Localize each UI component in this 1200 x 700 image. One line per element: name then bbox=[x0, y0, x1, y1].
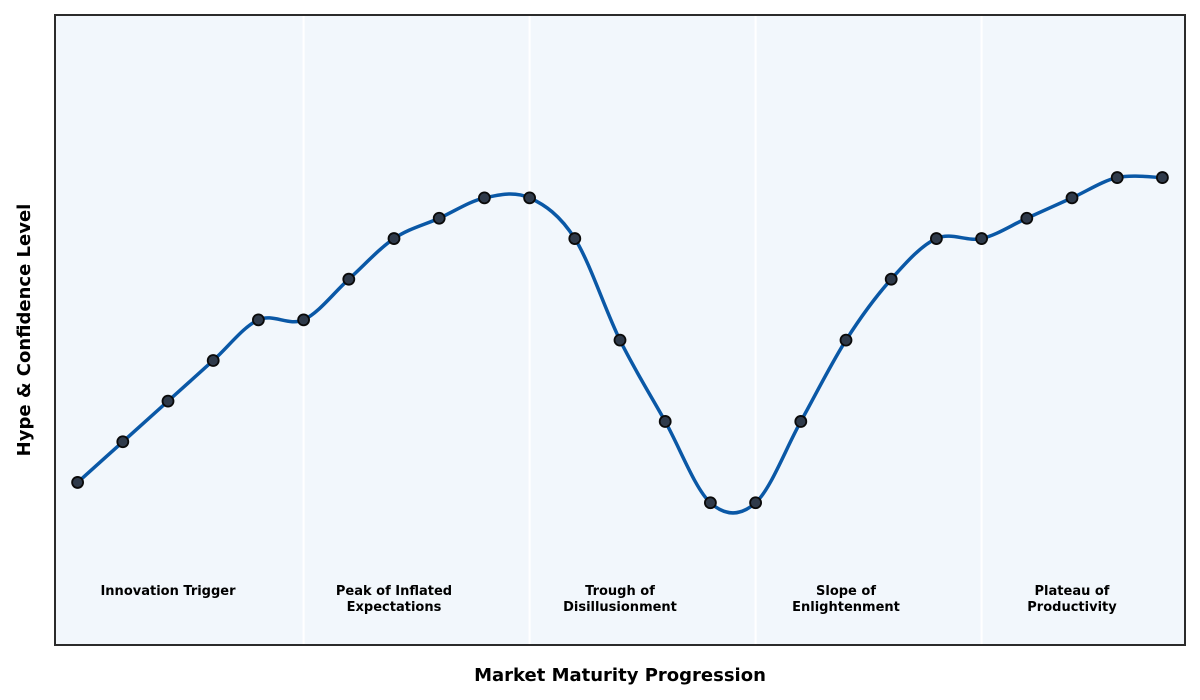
phase-label: Innovation Trigger bbox=[100, 584, 236, 599]
data-point bbox=[206, 354, 220, 367]
data-point bbox=[1110, 171, 1124, 184]
data-point bbox=[749, 496, 762, 510]
phase-label-line: Innovation Trigger bbox=[100, 584, 236, 599]
phase-dividers bbox=[302, 15, 983, 645]
phase-label-line: Expectations bbox=[347, 600, 442, 615]
data-point bbox=[297, 313, 311, 327]
data-point bbox=[1020, 211, 1034, 225]
data-point bbox=[477, 191, 491, 205]
data-point bbox=[1065, 191, 1079, 205]
data-point bbox=[161, 394, 175, 408]
plot-frame bbox=[54, 14, 1186, 646]
data-point bbox=[387, 232, 401, 245]
phase-label: Peak of Inflated Expectations bbox=[336, 584, 452, 615]
data-point bbox=[884, 272, 898, 286]
data-point bbox=[432, 211, 446, 225]
data-point bbox=[523, 191, 536, 205]
data-point bbox=[1156, 171, 1169, 184]
phase-labels: Innovation Trigger Peak of Inflated Expect… bbox=[100, 584, 1117, 615]
data-point bbox=[658, 415, 672, 428]
data-point bbox=[568, 232, 582, 245]
plot-background bbox=[55, 15, 1185, 645]
data-point bbox=[116, 435, 130, 449]
x-axis-label: Market Maturity Progression bbox=[474, 665, 766, 686]
data-point bbox=[839, 333, 853, 347]
y-axis-label: Hype & Confidence Level bbox=[14, 204, 35, 457]
phase-label: Trough of Disillusionment bbox=[563, 584, 677, 615]
data-markers bbox=[71, 171, 1169, 510]
phase-label-line: Enlightenment bbox=[792, 600, 900, 615]
phase-label-line: Trough of bbox=[585, 584, 655, 599]
phase-label-line: Slope of bbox=[816, 584, 876, 599]
phase-label-line: Plateau of bbox=[1035, 584, 1110, 599]
data-point bbox=[794, 415, 808, 428]
phase-label-line: Peak of Inflated bbox=[336, 584, 452, 599]
phase-label: Slope of Enlightenment bbox=[792, 584, 900, 615]
data-point bbox=[704, 496, 717, 510]
data-point bbox=[342, 272, 356, 286]
data-point bbox=[613, 333, 627, 347]
phase-label-line: Productivity bbox=[1027, 600, 1117, 615]
data-point bbox=[975, 232, 988, 245]
data-point bbox=[251, 313, 265, 327]
phase-label-line: Disillusionment bbox=[563, 600, 677, 615]
phase-label: Plateau of Productivity bbox=[1027, 584, 1117, 615]
data-point bbox=[71, 476, 84, 489]
data-point bbox=[930, 232, 943, 245]
